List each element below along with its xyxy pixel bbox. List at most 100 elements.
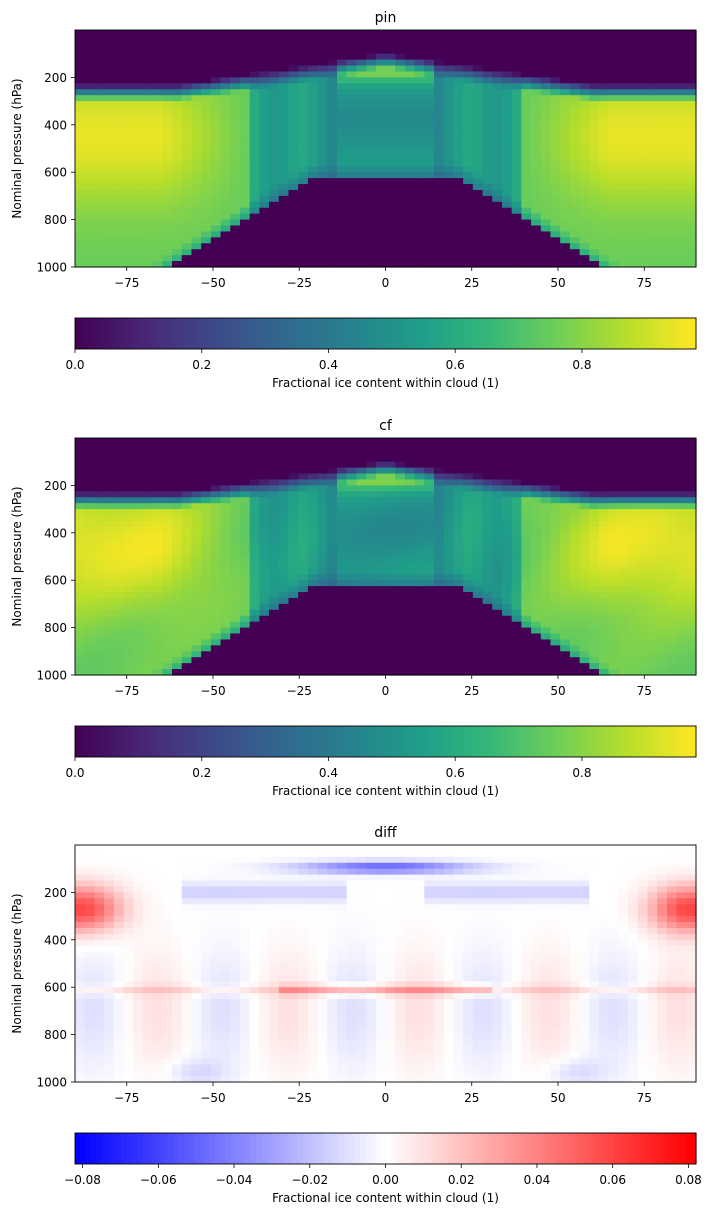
heatmap-cell bbox=[560, 142, 571, 150]
colorbar-segment bbox=[219, 318, 226, 349]
heatmap-cell bbox=[133, 237, 144, 244]
heatmap-cell bbox=[230, 124, 241, 132]
heatmap-cell bbox=[628, 580, 639, 587]
heatmap-cell bbox=[395, 592, 406, 599]
heatmap-cell bbox=[637, 556, 649, 564]
heatmap-cell bbox=[346, 467, 357, 475]
heatmap-cell bbox=[191, 443, 202, 451]
heatmap-cell bbox=[579, 231, 590, 238]
heatmap-cell bbox=[560, 107, 571, 114]
heatmap-cell bbox=[608, 520, 619, 528]
heatmap-cell bbox=[259, 597, 270, 605]
heatmap-cell bbox=[230, 237, 241, 244]
heatmap-cell bbox=[317, 136, 328, 144]
heatmap-cell bbox=[521, 101, 532, 108]
heatmap-cell bbox=[404, 35, 416, 43]
heatmap-cell bbox=[327, 219, 338, 227]
heatmap-cell bbox=[288, 515, 299, 522]
heatmap-cell bbox=[152, 35, 163, 43]
heatmap-cell bbox=[220, 112, 231, 120]
heatmap-cell bbox=[298, 449, 309, 457]
heatmap-cell bbox=[618, 65, 629, 73]
heatmap-cell bbox=[657, 124, 668, 132]
heatmap-cell bbox=[288, 621, 299, 629]
heatmap-cell bbox=[142, 592, 154, 599]
heatmap-cell bbox=[569, 467, 581, 475]
heatmap-cell bbox=[307, 491, 319, 498]
heatmap-cell bbox=[346, 107, 357, 114]
heatmap-cell bbox=[201, 166, 212, 173]
heatmap-cell bbox=[414, 603, 425, 611]
heatmap-cell bbox=[628, 255, 639, 262]
heatmap-cell bbox=[628, 485, 639, 492]
heatmap-cell bbox=[550, 47, 561, 55]
heatmap-cell bbox=[511, 160, 522, 167]
heatmap-cell bbox=[356, 166, 367, 173]
heatmap-cell bbox=[540, 89, 552, 96]
heatmap-cell bbox=[414, 207, 425, 215]
heatmap-cell bbox=[259, 633, 270, 641]
heatmap-cell bbox=[210, 118, 222, 126]
heatmap-cell bbox=[511, 59, 522, 67]
heatmap-cell bbox=[327, 503, 338, 510]
heatmap-cell bbox=[230, 160, 241, 167]
heatmap-cell bbox=[336, 645, 348, 652]
heatmap-cell bbox=[618, 556, 629, 564]
heatmap-cell bbox=[395, 59, 406, 67]
heatmap-cell bbox=[472, 261, 484, 268]
heatmap-cell bbox=[686, 255, 697, 262]
heatmap-cell bbox=[550, 532, 561, 540]
heatmap-cell bbox=[94, 568, 105, 575]
heatmap-cell bbox=[104, 509, 115, 516]
heatmap-cell bbox=[540, 148, 552, 156]
heatmap-cell bbox=[336, 520, 348, 528]
heatmap-cell bbox=[404, 597, 416, 605]
heatmap-cell bbox=[104, 243, 115, 250]
heatmap-cell bbox=[686, 574, 697, 581]
heatmap-cell bbox=[521, 237, 532, 244]
heatmap-cell bbox=[104, 592, 115, 599]
heatmap-cell bbox=[501, 544, 513, 552]
heatmap-cell bbox=[356, 83, 367, 90]
heatmap-cell bbox=[172, 142, 183, 150]
heatmap-cell bbox=[550, 639, 561, 646]
colorbar-segment bbox=[162, 318, 169, 349]
heatmap-cell bbox=[608, 47, 619, 55]
heatmap-cell bbox=[336, 118, 348, 126]
heatmap-cell bbox=[75, 485, 86, 492]
heatmap-cell bbox=[579, 449, 590, 457]
heatmap-cell bbox=[531, 237, 542, 244]
heatmap-cell bbox=[531, 107, 542, 114]
heatmap-cell bbox=[278, 95, 290, 102]
heatmap-cell bbox=[239, 89, 251, 96]
heatmap-cell bbox=[239, 503, 251, 510]
heatmap-cell bbox=[220, 568, 231, 575]
heatmap-cell bbox=[424, 609, 435, 617]
heatmap-cell bbox=[249, 503, 260, 510]
heatmap-cell bbox=[385, 550, 396, 558]
heatmap-cell bbox=[307, 77, 319, 84]
heatmap-cell bbox=[230, 568, 241, 575]
heatmap-cell bbox=[366, 550, 377, 558]
heatmap-cell bbox=[453, 509, 464, 516]
heatmap-cell bbox=[152, 473, 163, 481]
heatmap-cell bbox=[404, 166, 416, 173]
heatmap-cell bbox=[327, 479, 338, 486]
heatmap-cell bbox=[317, 124, 328, 132]
heatmap-cell bbox=[104, 249, 115, 256]
heatmap-cell bbox=[356, 627, 367, 635]
heatmap-cell bbox=[589, 59, 600, 67]
heatmap-cell bbox=[443, 201, 455, 209]
heatmap-cell bbox=[589, 207, 600, 215]
heatmap-cell bbox=[172, 172, 183, 179]
heatmap-cell bbox=[560, 154, 571, 161]
colorbar-frame bbox=[74, 317, 697, 350]
heatmap-cell bbox=[84, 249, 96, 256]
heatmap-cell bbox=[637, 189, 649, 197]
heatmap-cell bbox=[628, 615, 639, 623]
heatmap-cell bbox=[113, 107, 125, 114]
heatmap-cell bbox=[540, 65, 552, 73]
heatmap-cell bbox=[628, 562, 639, 569]
heatmap-cell bbox=[133, 213, 144, 221]
heatmap-cell bbox=[356, 503, 367, 510]
